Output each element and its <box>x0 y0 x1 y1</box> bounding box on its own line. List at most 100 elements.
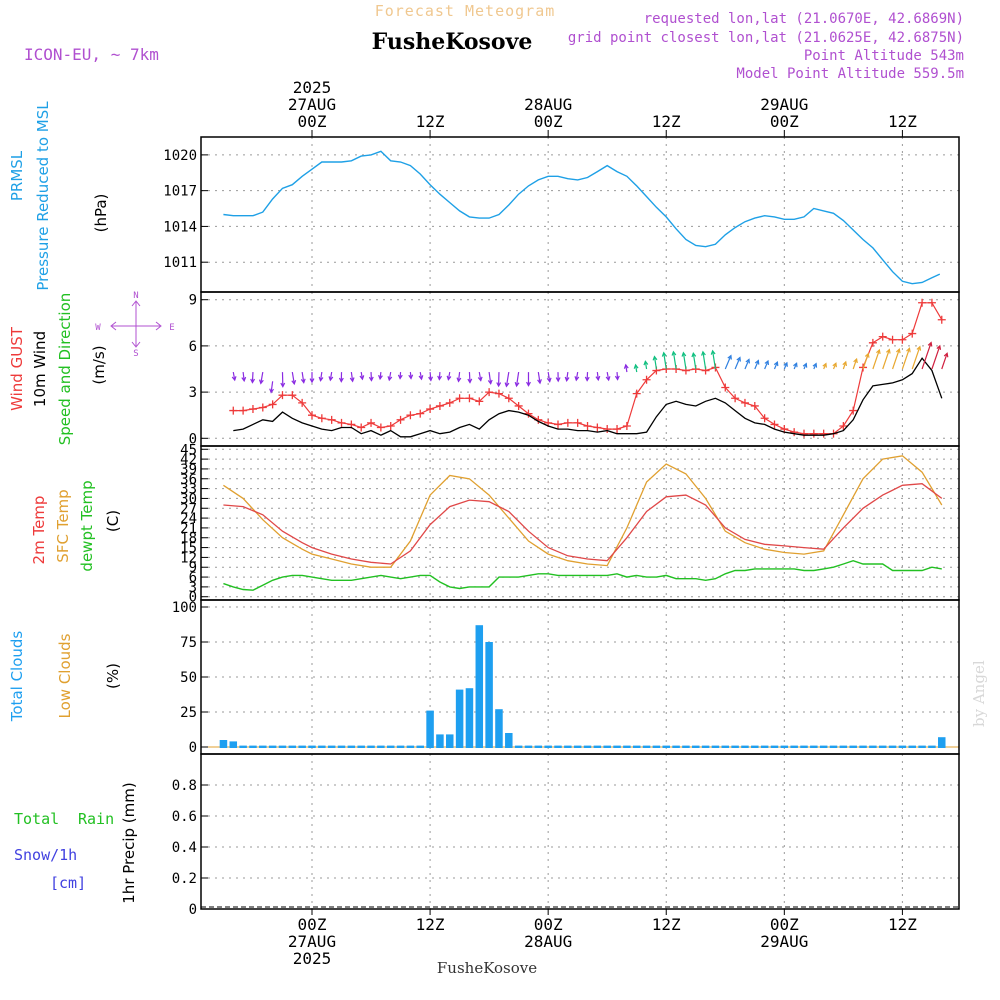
cloud-bar <box>938 737 946 748</box>
bottom-time-label: 12Z <box>416 915 445 934</box>
wind-arrow <box>232 371 236 381</box>
wind-arrow <box>724 355 732 370</box>
gust-marker <box>317 414 326 423</box>
wind-arrow-head <box>745 358 750 364</box>
wind-arrow-head <box>822 362 827 368</box>
data-layer <box>201 150 959 908</box>
cloud-bar <box>298 745 306 748</box>
y-tick-label: 24 <box>180 511 197 527</box>
model-label: ICON-EU, ~ 7km <box>24 45 159 64</box>
cloud-bar <box>662 745 670 748</box>
wind-arrow <box>537 371 541 384</box>
wind-arrow-head <box>727 354 732 360</box>
cloud-bar <box>682 745 690 748</box>
cloud-bar <box>475 625 484 748</box>
wind-arrow <box>692 353 697 370</box>
wind-arrow-head <box>258 379 264 385</box>
cloud-bar <box>741 745 749 748</box>
cloud-bar <box>692 745 700 748</box>
wind-arrow-head <box>936 344 942 350</box>
cloud-bar <box>790 745 798 748</box>
gust-marker <box>632 389 641 398</box>
temp-unit: (C) <box>104 510 122 532</box>
y-tick-label: 12 <box>180 550 197 566</box>
cloud-bar <box>908 745 916 748</box>
requested-coordinates: requested lon,lat (21.0670E, 42.6869N) <box>644 11 964 27</box>
gust-marker <box>445 398 454 407</box>
cloud-bar <box>751 745 759 748</box>
cloud-bar <box>603 745 611 748</box>
y-tick-label: 0.4 <box>172 840 197 856</box>
grid-layer <box>201 137 959 910</box>
wind-arrow-head <box>537 379 542 385</box>
gust-marker <box>337 418 346 427</box>
wind-label-10m: 10m Wind <box>31 331 49 407</box>
wind-arrow-head <box>633 363 639 369</box>
gust-marker <box>514 401 523 410</box>
gust-marker <box>416 409 425 418</box>
wind-arrow-head <box>701 350 706 356</box>
wind-arrow-head <box>467 378 473 384</box>
y-tick-label: 21 <box>180 521 197 537</box>
cloud-bar <box>672 745 680 748</box>
y-tick-label: 9 <box>189 560 197 576</box>
wind-arrow <box>672 351 677 370</box>
y-tick-label: 1014 <box>163 219 197 235</box>
wind-arrow <box>921 342 932 370</box>
wind-arrow-head <box>773 360 779 367</box>
temp-label-2m: 2m Temp <box>30 496 48 565</box>
wind-arrow <box>547 371 551 382</box>
cloud-bar <box>810 745 818 748</box>
y-tick-label: 6 <box>189 339 197 355</box>
gust-marker <box>613 425 622 434</box>
wind-arrow-head <box>876 348 881 355</box>
wind-arrow <box>931 345 941 370</box>
cloud-bar <box>583 745 592 748</box>
temp-label-sfc: SFC Temp <box>54 489 72 562</box>
cloud-bar <box>770 745 779 748</box>
gust-marker <box>504 394 513 403</box>
wind-arrow-head <box>605 376 611 382</box>
top-time-label: 28AUG <box>524 95 572 114</box>
bottom-time-label: 2025 <box>293 949 332 968</box>
wind-arrow-head <box>456 377 462 383</box>
wind-arrow-head <box>241 376 247 383</box>
y-tick-label: 45 <box>180 442 197 458</box>
y-tick-label: 33 <box>180 482 197 498</box>
point-altitude: Point Altitude 543m <box>804 48 964 64</box>
wind-arrow <box>891 348 900 370</box>
wind-arrow <box>575 371 579 381</box>
wind-arrow-head <box>514 381 520 388</box>
cloud-bar <box>839 745 848 748</box>
gust-line <box>233 302 943 435</box>
wind-arrow-head <box>338 377 344 383</box>
wind-arrow-head <box>378 374 383 381</box>
cloud-bar <box>259 745 267 748</box>
cloud-bar <box>219 740 228 748</box>
wind-arrow <box>478 371 482 381</box>
bottom-time-label: 28AUG <box>524 932 572 951</box>
gust-marker <box>770 420 779 429</box>
wind-arrow-head <box>318 376 324 382</box>
gust-marker <box>268 400 277 409</box>
gust-marker <box>465 394 474 403</box>
gust-marker <box>622 421 631 430</box>
wind-arrow-head <box>812 362 818 368</box>
wind-arrow <box>754 360 759 370</box>
top-time-label: 27AUG <box>288 95 336 114</box>
wind-arrow <box>882 349 890 370</box>
cloud-bar <box>327 745 336 748</box>
wind-arrow-head <box>446 375 452 381</box>
precip-label-cm: [cm] <box>50 874 86 892</box>
gust-marker <box>937 315 946 324</box>
model-point-altitude: Model Point Altitude 559.5m <box>736 66 964 82</box>
cloud-bar <box>829 745 838 748</box>
gust-marker <box>603 425 612 434</box>
top-time-label: 00Z <box>298 112 327 131</box>
wind-arrow-head <box>783 361 788 367</box>
wind-unit: (m/s) <box>90 345 108 384</box>
wind-arrow <box>941 353 948 370</box>
bottom-time-label: 00Z <box>770 915 799 934</box>
cloud-bar <box>544 745 552 748</box>
bottom-time-label: 12Z <box>888 915 917 934</box>
